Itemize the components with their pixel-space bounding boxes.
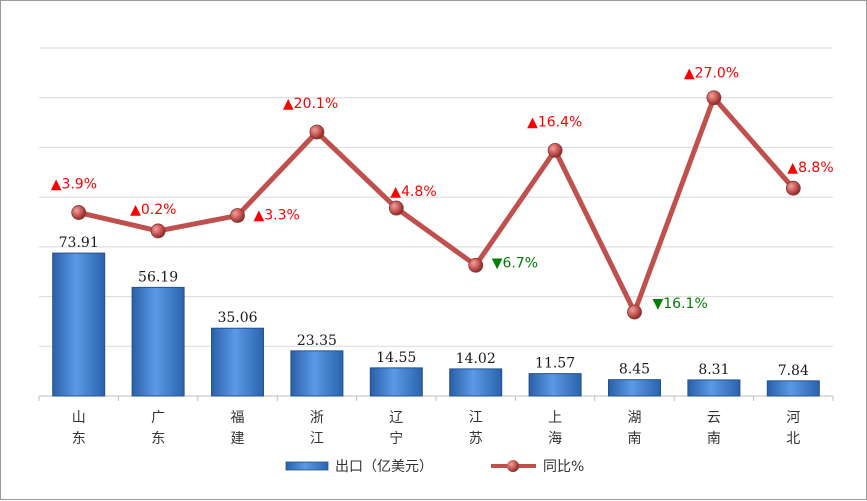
line-point-1 xyxy=(150,223,166,239)
bar-value-label: 14.55 xyxy=(376,350,416,366)
legend-line-marker xyxy=(507,460,519,472)
legend: 出口（亿美元） 同比% xyxy=(285,459,584,475)
bar-2 xyxy=(211,327,264,397)
bar-9 xyxy=(766,380,820,397)
yoy-label: ▲16.4% xyxy=(527,114,582,130)
category-label: 海 xyxy=(548,431,562,447)
category-label: 福 xyxy=(231,410,245,426)
line-series xyxy=(71,90,801,320)
yoy-label: ▲20.1% xyxy=(283,96,338,112)
bar-4 xyxy=(369,367,423,397)
bar-value-label: 7.84 xyxy=(778,363,809,379)
line-point-2 xyxy=(230,208,245,223)
bar-series xyxy=(52,252,820,397)
bar-value-label: 11.57 xyxy=(535,356,575,372)
category-label: 辽 xyxy=(389,410,403,426)
category-label: 上 xyxy=(548,410,562,426)
category-label: 建 xyxy=(231,431,245,447)
category-label: 南 xyxy=(707,431,721,447)
category-label: 苏 xyxy=(469,431,483,447)
yoy-line xyxy=(78,95,796,315)
line-point-7 xyxy=(627,304,642,320)
legend-line-label: 同比% xyxy=(543,459,584,475)
bar-value-label: 35.06 xyxy=(217,310,257,326)
line-point-9 xyxy=(785,180,801,196)
yoy-label: ▲27.0% xyxy=(684,66,739,82)
category-label: 山 xyxy=(72,410,86,426)
bar-5 xyxy=(449,368,503,397)
bar-value-label: 73.91 xyxy=(59,235,99,251)
line-point-3 xyxy=(309,124,325,140)
bar-1 xyxy=(131,286,185,397)
category-label: 浙 xyxy=(310,410,324,426)
bar-value-label: 14.02 xyxy=(456,351,496,367)
bar-3 xyxy=(290,350,344,397)
bar-value-label: 56.19 xyxy=(138,269,178,285)
bar-value-label: 23.35 xyxy=(297,333,337,349)
line-point-0 xyxy=(71,205,87,220)
yoy-label: ▲4.8% xyxy=(390,184,436,200)
yoy-label: ▼16.1% xyxy=(653,296,708,312)
yoy-label: ▲0.2% xyxy=(130,202,176,218)
line-point-8 xyxy=(706,90,722,106)
yoy-label: ▲8.8% xyxy=(787,160,833,176)
category-label: 广 xyxy=(151,410,165,426)
category-label: 江 xyxy=(310,431,324,447)
yoy-label: ▼6.7% xyxy=(492,255,538,271)
category-label: 云 xyxy=(707,410,721,426)
data-labels: 73.91 56.19 35.06 23.35 14.55 14.02 11.57 8.45 8… xyxy=(51,66,834,379)
legend-bar-swatch xyxy=(285,461,329,471)
category-label: 江 xyxy=(469,410,483,426)
legend-bar-label: 出口（亿美元） xyxy=(335,459,433,475)
bar-7 xyxy=(608,379,661,397)
bar-value-label: 8.45 xyxy=(619,362,650,378)
bar-6 xyxy=(528,373,582,397)
line-point-6 xyxy=(547,143,563,158)
line-point-4 xyxy=(388,200,404,216)
bar-0 xyxy=(52,252,106,397)
category-label: 东 xyxy=(151,431,165,447)
category-label: 湖 xyxy=(628,410,642,426)
category-label: 河 xyxy=(786,410,800,426)
yoy-label: ▲3.9% xyxy=(51,177,97,193)
category-label: 北 xyxy=(786,431,800,447)
bar-8 xyxy=(687,379,741,397)
category-label: 宁 xyxy=(389,430,403,447)
category-label: 东 xyxy=(72,431,86,447)
line-point-5 xyxy=(468,257,484,273)
bar-value-label: 8.31 xyxy=(698,362,729,378)
category-label: 南 xyxy=(628,431,642,447)
yoy-label: ▲3.3% xyxy=(254,208,300,224)
